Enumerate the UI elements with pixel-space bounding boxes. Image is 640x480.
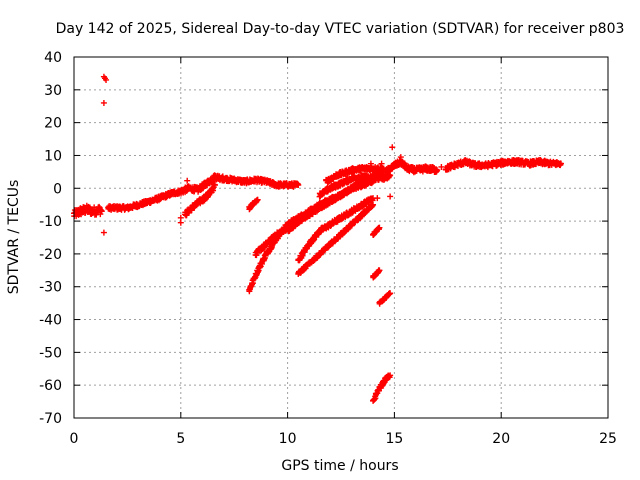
y-axis-label: SDTVAR / TECUs xyxy=(6,180,22,295)
axis-ticks xyxy=(73,56,609,419)
grid xyxy=(74,57,608,418)
x-axis-tick-labels: 0 5 10 15 20 25 xyxy=(70,431,617,447)
data-point xyxy=(370,201,377,208)
y-tick-label: -10 xyxy=(39,214,62,230)
y-tick-label: 20 xyxy=(44,116,62,132)
data-point xyxy=(177,214,184,221)
data-point xyxy=(429,163,436,170)
data-point xyxy=(434,167,441,174)
y-tick-label: -70 xyxy=(39,411,62,427)
plot-frame xyxy=(73,56,609,419)
data-point xyxy=(378,160,385,167)
x-tick-label: 10 xyxy=(279,431,297,447)
x-tick-label: 25 xyxy=(599,431,617,447)
data-point xyxy=(374,195,381,202)
y-tick-label: -60 xyxy=(39,378,62,394)
data-point xyxy=(387,290,394,297)
x-axis-label: GPS time / hours xyxy=(281,458,398,474)
y-tick-label: 0 xyxy=(53,181,62,197)
data-point xyxy=(211,181,218,188)
data-point xyxy=(98,208,105,215)
y-tick-label: -50 xyxy=(39,345,62,361)
y-tick-label: 10 xyxy=(44,148,62,164)
data-point xyxy=(184,177,191,184)
data-point xyxy=(210,187,217,194)
y-tick-label: -20 xyxy=(39,247,62,263)
data-point xyxy=(100,229,107,236)
data-series xyxy=(71,73,565,404)
x-tick-label: 15 xyxy=(385,431,403,447)
data-point xyxy=(367,160,374,167)
data-point xyxy=(387,372,394,379)
data-point xyxy=(387,193,394,200)
x-tick-label: 0 xyxy=(70,431,79,447)
data-point xyxy=(376,224,383,231)
y-tick-label: 40 xyxy=(44,50,62,66)
data-point xyxy=(376,267,383,274)
y-tick-label: 30 xyxy=(44,83,62,99)
y-tick-label: -40 xyxy=(39,313,62,329)
data-point xyxy=(438,163,445,170)
data-point xyxy=(295,181,302,188)
x-tick-label: 5 xyxy=(176,431,185,447)
y-tick-label: -30 xyxy=(39,280,62,296)
data-point xyxy=(558,160,565,167)
x-tick-label: 20 xyxy=(492,431,510,447)
data-point xyxy=(103,76,110,83)
data-point xyxy=(389,144,396,151)
data-point xyxy=(397,154,404,161)
chart-title: Day 142 of 2025, Sidereal Day-to-day VTE… xyxy=(56,21,625,37)
data-point xyxy=(100,99,107,106)
y-axis-tick-labels: -70 -60 -50 -40 -30 -20 -10 0 10 20 30 40 xyxy=(39,50,62,427)
data-point xyxy=(254,196,261,203)
